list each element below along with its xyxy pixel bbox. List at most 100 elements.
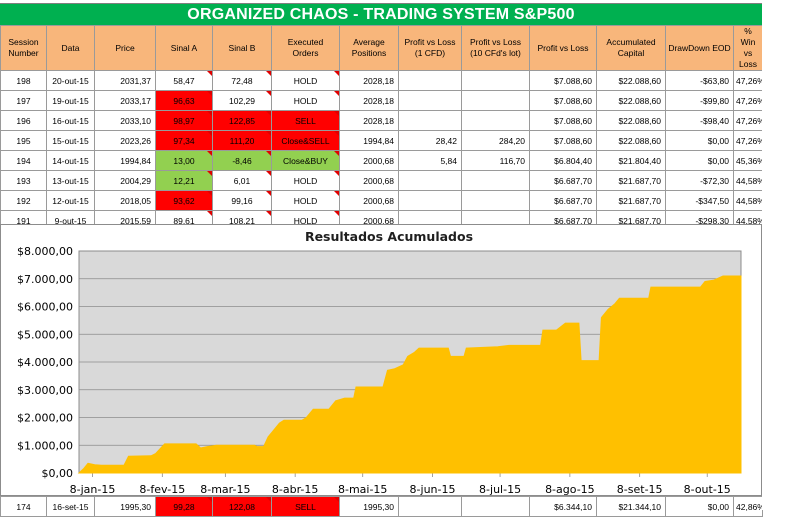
cell-date[interactable]: 19-out-15 (46, 90, 95, 111)
cell-win[interactable]: 44,58% (733, 170, 763, 191)
cell-sinal-a[interactable]: 97,34 (155, 130, 213, 151)
header-pl-10cfd[interactable]: Profit vs Loss (10 CFd's lot) (461, 25, 530, 71)
cell-avg[interactable]: 2000,68 (339, 190, 399, 211)
header-executed-orders[interactable]: Executed Orders (271, 25, 340, 71)
cell-pl1[interactable] (398, 496, 462, 517)
cell-dd[interactable]: $0,00 (665, 150, 734, 171)
cell-avg[interactable]: 2028,18 (339, 90, 399, 111)
header-profit-loss[interactable]: Profit vs Loss (529, 25, 597, 71)
cell-avg[interactable]: 1994,84 (339, 130, 399, 151)
cell-date[interactable]: 20-out-15 (46, 70, 95, 91)
cell-order[interactable]: SELL (271, 496, 340, 517)
cell-pl10[interactable]: 284,20 (461, 130, 530, 151)
cell-pl1[interactable]: 5,84 (398, 150, 462, 171)
cell-session[interactable]: 193 (0, 170, 47, 191)
header-sinal-a[interactable]: Sinal A (155, 25, 213, 71)
cell-sinal-a[interactable]: 12,21 (155, 170, 213, 191)
cell-pl10[interactable]: 116,70 (461, 150, 530, 171)
chart-panel[interactable]: Resultados Acumulados $0,00 $1.000,00 $2.00… (0, 224, 762, 496)
cell-pl10[interactable] (461, 70, 530, 91)
cell-pl[interactable]: $6.687,70 (529, 190, 597, 211)
cell-sinal-a[interactable]: 93,62 (155, 190, 213, 211)
cell-dd[interactable]: -$63,80 (665, 70, 734, 91)
cell-pl1[interactable] (398, 90, 462, 111)
cell-price[interactable]: 2004,29 (94, 170, 156, 191)
header-accumulated-capital[interactable]: Accumulated Capital (596, 25, 666, 71)
cell-sinal-b[interactable]: 72,48 (212, 70, 272, 91)
cell-order[interactable]: Close&BUY (271, 150, 340, 171)
cell-win[interactable]: 47,26% (733, 70, 763, 91)
cell-dd[interactable]: $0,00 (665, 496, 734, 517)
cell-avg[interactable]: 2000,68 (339, 170, 399, 191)
cell-dd[interactable]: -$99,80 (665, 90, 734, 111)
cell-price[interactable]: 2033,10 (94, 110, 156, 131)
cell-pl1[interactable]: 28,42 (398, 130, 462, 151)
cell-order[interactable]: Close&SELL (271, 130, 340, 151)
cell-session[interactable]: 174 (0, 496, 47, 517)
cell-pl10[interactable] (461, 170, 530, 191)
cell-sinal-b[interactable]: 102,29 (212, 90, 272, 111)
cell-win[interactable]: 45,36% (733, 150, 763, 171)
cell-session[interactable]: 198 (0, 70, 47, 91)
cell-date[interactable]: 12-out-15 (46, 190, 95, 211)
cell-order[interactable]: HOLD (271, 190, 340, 211)
cell-session[interactable]: 196 (0, 110, 47, 131)
cell-order[interactable]: HOLD (271, 70, 340, 91)
cell-session[interactable]: 194 (0, 150, 47, 171)
cell-pl1[interactable] (398, 190, 462, 211)
cell-sinal-b[interactable]: 122,85 (212, 110, 272, 131)
cell-date[interactable]: 16-out-15 (46, 110, 95, 131)
cell-pl10[interactable] (461, 90, 530, 111)
cell-date[interactable]: 15-out-15 (46, 130, 95, 151)
cell-pl1[interactable] (398, 110, 462, 131)
header-pl-1cfd[interactable]: Profit vs Loss (1 CFD) (398, 25, 462, 71)
cell-win[interactable]: 42,86% (733, 496, 763, 517)
cell-avg[interactable]: 2028,18 (339, 110, 399, 131)
cell-sinal-a[interactable]: 13,00 (155, 150, 213, 171)
cell-date[interactable]: 16-set-15 (46, 496, 95, 517)
cell-acc[interactable]: $21.804,40 (596, 150, 666, 171)
cell-pl10[interactable] (461, 496, 530, 517)
cell-price[interactable]: 2033,17 (94, 90, 156, 111)
cell-session[interactable]: 195 (0, 130, 47, 151)
cell-price[interactable]: 2018,05 (94, 190, 156, 211)
cell-dd[interactable]: -$347,50 (665, 190, 734, 211)
cell-win[interactable]: 47,26% (733, 90, 763, 111)
cell-pl10[interactable] (461, 190, 530, 211)
header-price[interactable]: Price (94, 25, 156, 71)
cell-avg[interactable]: 2000,68 (339, 150, 399, 171)
header-average-positions[interactable]: Average Positions (339, 25, 399, 71)
cell-acc[interactable]: $22.088,60 (596, 70, 666, 91)
cell-sinal-a[interactable]: 99,28 (155, 496, 213, 517)
cell-pl[interactable]: $7.088,60 (529, 90, 597, 111)
cell-pl[interactable]: $7.088,60 (529, 130, 597, 151)
cell-pl1[interactable] (398, 170, 462, 191)
cell-acc[interactable]: $21.344,10 (596, 496, 666, 517)
cell-price[interactable]: 2031,37 (94, 70, 156, 91)
cell-order[interactable]: HOLD (271, 170, 340, 191)
header-session[interactable]: Session Number (0, 25, 47, 71)
cell-dd[interactable]: -$72,30 (665, 170, 734, 191)
cell-session[interactable]: 192 (0, 190, 47, 211)
cell-order[interactable]: HOLD (271, 90, 340, 111)
cell-pl[interactable]: $6.687,70 (529, 170, 597, 191)
cell-sinal-b[interactable]: -8,46 (212, 150, 272, 171)
cell-sinal-a[interactable]: 98,97 (155, 110, 213, 131)
cell-dd[interactable]: $0,00 (665, 130, 734, 151)
header-date[interactable]: Data (46, 25, 95, 71)
cell-date[interactable]: 14-out-15 (46, 150, 95, 171)
header-sinal-b[interactable]: Sinal B (212, 25, 272, 71)
cell-acc[interactable]: $21.687,70 (596, 170, 666, 191)
cell-acc[interactable]: $22.088,60 (596, 130, 666, 151)
cell-pl[interactable]: $6.804,40 (529, 150, 597, 171)
cell-sinal-b[interactable]: 111,20 (212, 130, 272, 151)
cell-sinal-a[interactable]: 96,63 (155, 90, 213, 111)
header-win-loss[interactable]: % Win vs Loss (733, 25, 763, 71)
cell-avg[interactable]: 1995,30 (339, 496, 399, 517)
cell-price[interactable]: 1995,30 (94, 496, 156, 517)
cell-session[interactable]: 197 (0, 90, 47, 111)
cell-acc[interactable]: $22.088,60 (596, 90, 666, 111)
cell-date[interactable]: 13-out-15 (46, 170, 95, 191)
header-drawdown[interactable]: DrawDown EOD (665, 25, 734, 71)
cell-win[interactable]: 44,58% (733, 190, 763, 211)
